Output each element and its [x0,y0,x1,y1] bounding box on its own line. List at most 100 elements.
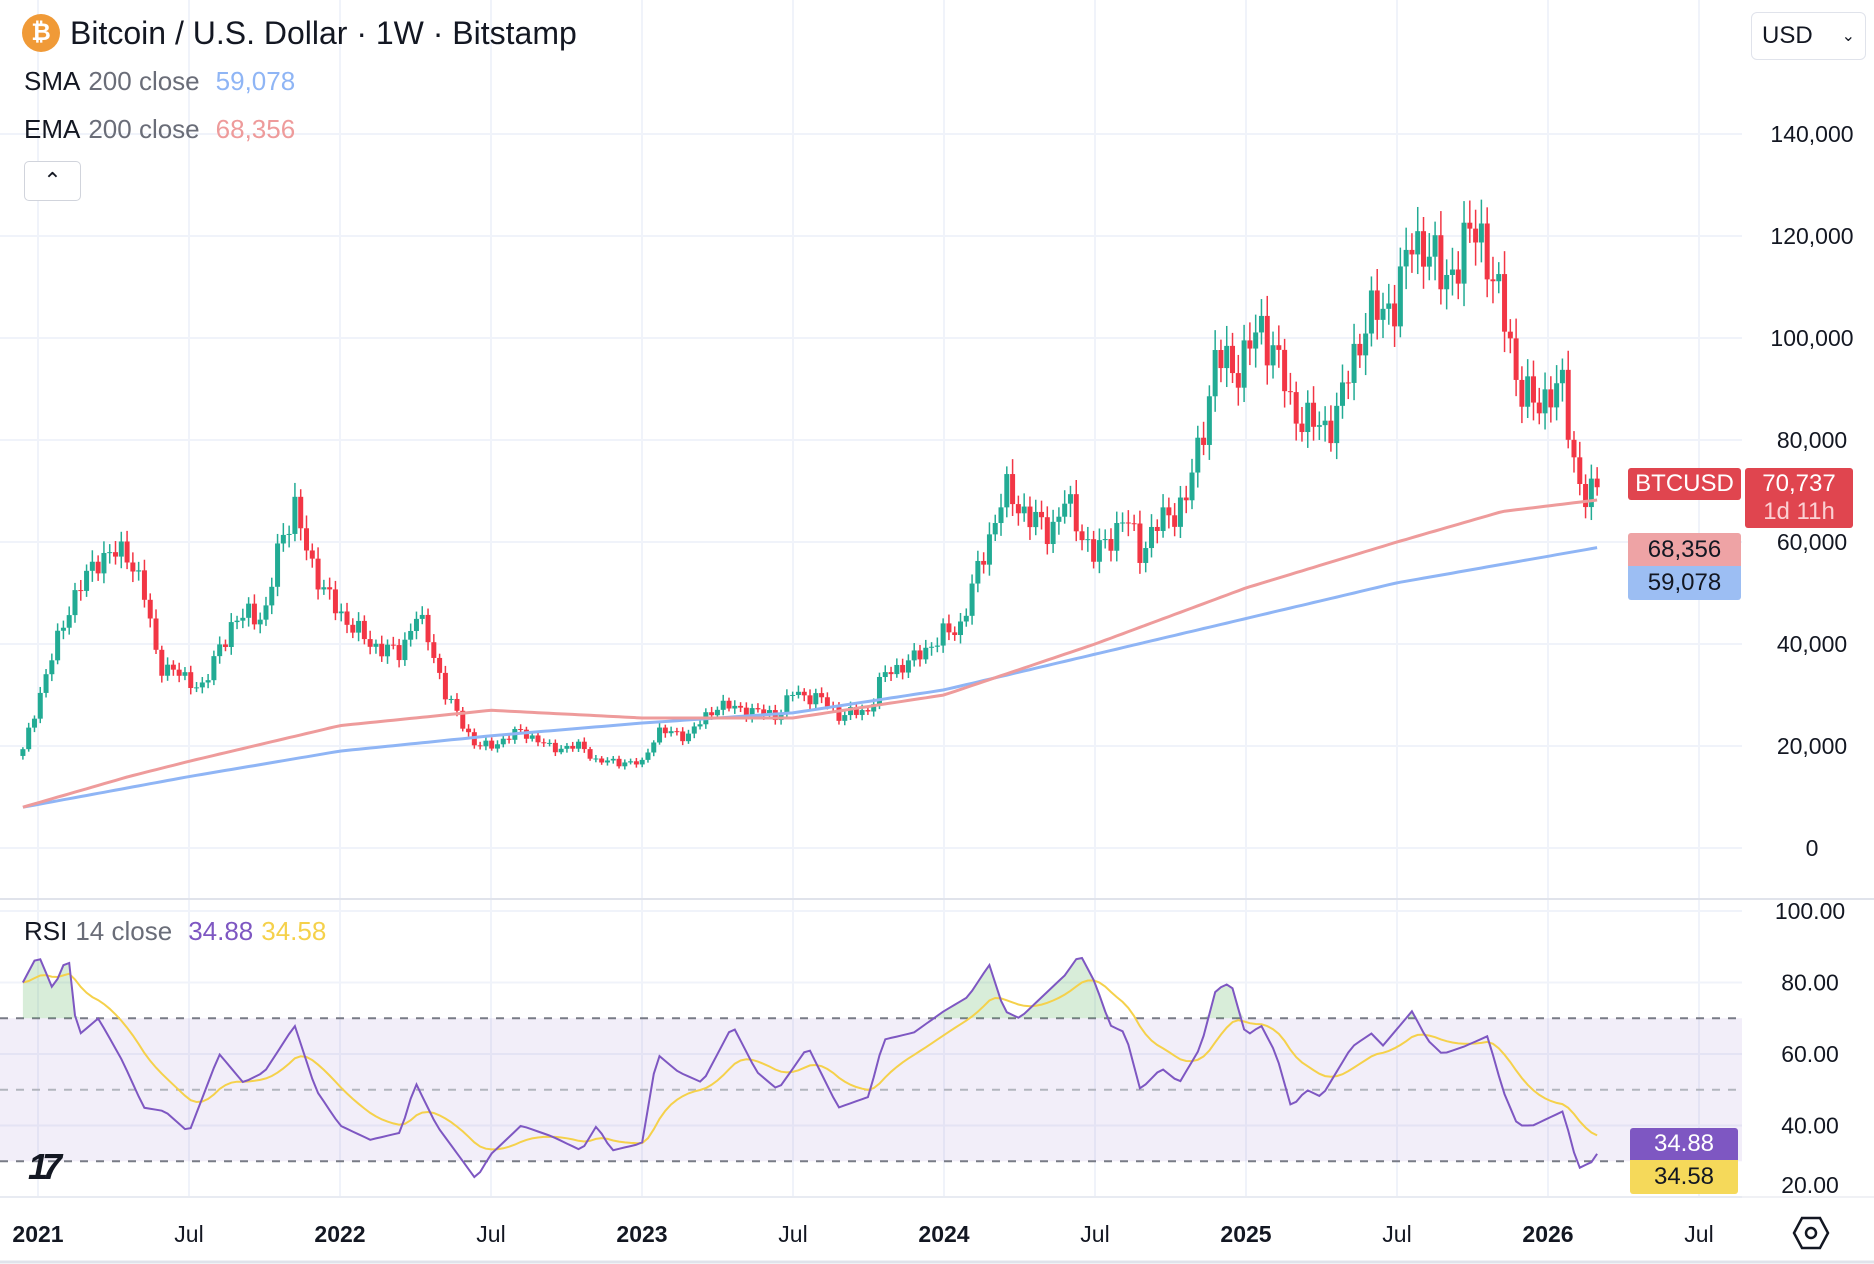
candle-body [1247,340,1253,349]
tradingview-logo[interactable]: 17 [28,1146,62,1187]
time-axis-label: Jul [1684,1221,1713,1247]
candle [147,593,153,628]
candle-body [1206,396,1212,445]
candle [1264,295,1270,385]
price-axis-label: 120,000 [1770,223,1853,249]
candle [1577,441,1583,496]
settings-icon[interactable] [1792,1216,1830,1250]
candle [309,543,315,568]
candle-body [1357,343,1363,356]
candle-body [807,695,813,705]
symbol-title[interactable]: ₿ Bitcoin / U.S. Dollar · 1W · Bitstamp [22,14,577,52]
candle-body [1258,315,1264,333]
candle [379,635,385,662]
price-axis-label: 100,000 [1770,325,1853,351]
candle [1345,370,1351,400]
sma-legend[interactable]: SMA 200 close 59,078 [24,66,295,97]
candle [888,666,894,681]
candle [303,515,309,561]
candle-body [824,697,830,707]
candle-body [732,705,738,709]
candle-body [338,611,344,614]
candle-body [1513,338,1519,380]
candle [84,564,90,597]
candle [633,757,639,768]
candle [344,602,350,634]
candle [425,608,431,651]
candle [1351,323,1357,401]
candle-body [552,742,558,753]
candle-body [1189,472,1195,501]
candle [541,738,547,747]
candle [1571,431,1577,473]
candle-body [743,707,749,718]
collapse-legend-button[interactable]: ⌃ [24,161,81,201]
candle-body [900,664,906,673]
candle-body [332,589,338,614]
rsi-params: 14 close [75,916,173,946]
candle [390,636,396,650]
candle-body [78,590,84,592]
candle-body [564,745,570,749]
candle [1015,495,1021,526]
time-axis-label: 2023 [616,1221,667,1247]
candle-body [1004,474,1010,508]
candle [576,739,582,752]
candle-body [1368,290,1374,334]
ema-legend[interactable]: EMA 200 close 68,356 [24,114,295,145]
candle [437,653,443,680]
candle-body [958,621,964,636]
candle [1044,506,1050,555]
candle-body [425,614,431,643]
candle [1235,354,1241,406]
candle [975,550,981,593]
candle-body [1519,379,1525,407]
candle-body [1230,345,1236,374]
candle-body [327,587,333,590]
price-axis-label: 0 [1806,835,1819,861]
candle [1027,496,1033,540]
time-axis-label: Jul [174,1221,203,1247]
candle-body [1039,511,1045,518]
price-axis-label: 80,000 [1777,427,1847,453]
candle [1403,227,1409,290]
candle [350,618,356,639]
candle [813,688,819,709]
candle-body [1403,249,1409,267]
candle-body [350,624,356,633]
candle [31,715,37,733]
sma-value: 59,078 [215,66,296,96]
candle-body [141,570,147,600]
candle-body [691,726,697,734]
candle-body [1467,222,1473,229]
candle [1322,406,1328,442]
candle-body [1160,507,1166,531]
candle-body [1010,474,1016,505]
candle-body [95,561,101,574]
candle-body [500,738,506,745]
candle-body [940,623,946,646]
candle [1282,338,1288,408]
candle [767,705,773,719]
candle [251,594,257,630]
rsi-legend[interactable]: RSI 14 close 34.88 34.58 [24,916,326,947]
candle-body [946,623,952,633]
candle [222,639,228,652]
candle [923,639,929,664]
candle [37,686,43,724]
candle-body [448,698,454,700]
candle [1230,332,1236,384]
candle-body [813,693,819,705]
candle-body [1299,423,1305,433]
candle-body [136,570,142,572]
candle-body [1374,290,1380,320]
candle [1502,251,1508,353]
currency-select[interactable]: USD ⌄ [1751,12,1866,60]
candle-body [599,758,605,763]
candle-body [1455,269,1461,284]
candle-body [1426,256,1432,267]
candle-body [182,672,188,676]
candle [1033,499,1039,536]
candle [402,632,408,666]
